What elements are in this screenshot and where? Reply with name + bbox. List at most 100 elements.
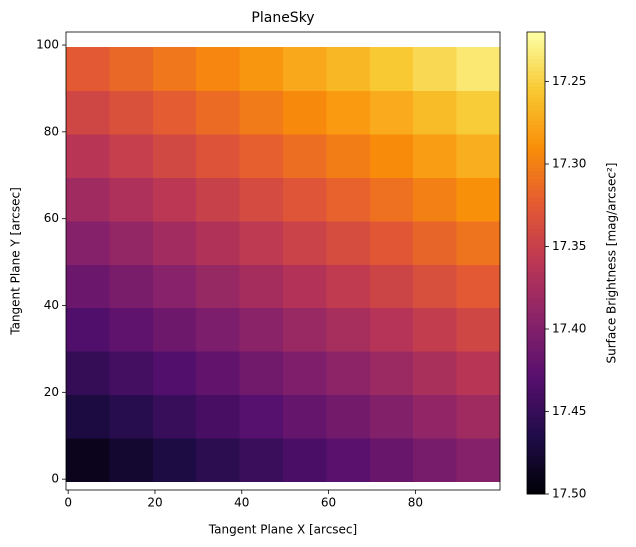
colorbar-tick-label: 17.25 [552,74,586,88]
colorbar-strip [527,397,545,403]
colorbar-strip [527,490,545,495]
colorbar-strip [527,390,545,395]
colorbar-strip [527,363,545,368]
y-tick-label: 80 [44,124,59,138]
colorbar-strip [527,428,545,433]
heatmap-cell [413,47,458,92]
colorbar-strip [527,413,545,418]
colorbar-strip [527,147,545,152]
heatmap-cell [66,90,110,135]
heatmap-cell [369,351,414,395]
heatmap-cell [66,437,110,482]
heatmap-cell [413,437,458,482]
heatmap-cell [109,351,154,395]
colorbar-strip [527,155,545,160]
colorbar-strip [527,93,545,99]
colorbar-strip [527,378,545,383]
heatmap-cell [283,307,327,352]
heatmap-cell [239,394,284,439]
colorbar-strip [527,78,545,83]
heatmap-cell [152,264,197,309]
heatmap-cell [196,307,241,352]
colorbar-strip [527,205,545,210]
heatmap-cell [66,351,110,395]
heatmap-cell [152,47,197,92]
heatmap-cell [369,394,414,439]
heatmap-cell [369,307,414,352]
chart-title: PlaneSky [251,10,314,26]
colorbar-strip [527,366,545,372]
colorbar-strip [527,247,545,253]
heatmap-cell [283,394,327,439]
colorbar-strip [527,455,545,460]
colorbar-strip [527,174,545,179]
heatmap-cell [196,177,241,222]
heatmap-cell [109,134,154,178]
colorbar-strip [527,351,545,356]
colorbar-strip [527,459,545,464]
colorbar-strip [527,301,545,306]
heatmap-cell [413,307,458,352]
colorbar-tick-label: 17.40 [552,322,586,336]
heatmap-cell [326,437,371,482]
colorbar-strip [527,482,545,487]
heatmap-cell [283,134,327,178]
heatmap-cell [109,307,154,352]
colorbar-frame [526,31,546,495]
heatmap-cell [239,437,284,482]
colorbar-strip [527,463,545,468]
heatmap-cell [66,394,110,439]
heatmap-cell [152,351,197,395]
colorbar-strip [527,120,545,125]
colorbar-strip [527,55,545,60]
colorbar-strip [527,151,545,156]
colorbar-strip [527,289,545,295]
colorbar-strip [527,74,545,79]
heatmap-cell [239,90,284,135]
colorbar-strip [527,305,545,310]
heatmap-cell [413,351,458,395]
colorbar-strip [527,343,545,349]
heatmap-cell [152,134,197,178]
x-tick-label: 80 [408,496,423,510]
heatmap-cell [456,90,501,135]
colorbar-strip [527,266,545,272]
heatmap-cell [326,351,371,395]
heatmap-cell [456,177,501,222]
heatmap-cell [196,220,241,265]
colorbar-strip [527,124,545,129]
colorbar-strip [527,178,545,183]
colorbar-strip [527,209,545,214]
colorbar-strip [527,409,545,414]
y-tick-label: 100 [36,38,59,52]
colorbar-strip [527,39,545,45]
heatmap-cell [369,220,414,265]
heatmap-cell [413,134,458,178]
x-tick-label: 0 [64,496,72,510]
heatmap-cell [66,220,110,265]
heatmap-cell [239,47,284,92]
heatmap-cell [152,220,197,265]
colorbar-strip [527,320,545,326]
heatmap-cell [196,134,241,178]
heatmap-cell [239,134,284,178]
heatmap-cell [413,264,458,309]
colorbar-strip [527,486,545,491]
heatmap-cell [456,134,501,178]
heatmap-cell [109,177,154,222]
colorbar-strip [527,451,545,457]
heatmap-cell [66,134,110,178]
colorbar-strip [527,220,545,226]
colorbar-strip [527,159,545,164]
colorbar-strip [527,347,545,353]
colorbar-strip [527,201,545,206]
colorbar-strip [527,370,545,376]
heatmap-cell [456,394,501,439]
x-tick-label: 60 [321,496,336,510]
heatmap-cell [66,307,110,352]
x-axis-label: Tangent Plane X [arcsec] [208,523,357,537]
heatmap-cell [413,90,458,135]
colorbar-strip [527,474,545,480]
colorbar-strip [527,212,545,218]
heatmap-cell [109,437,154,482]
